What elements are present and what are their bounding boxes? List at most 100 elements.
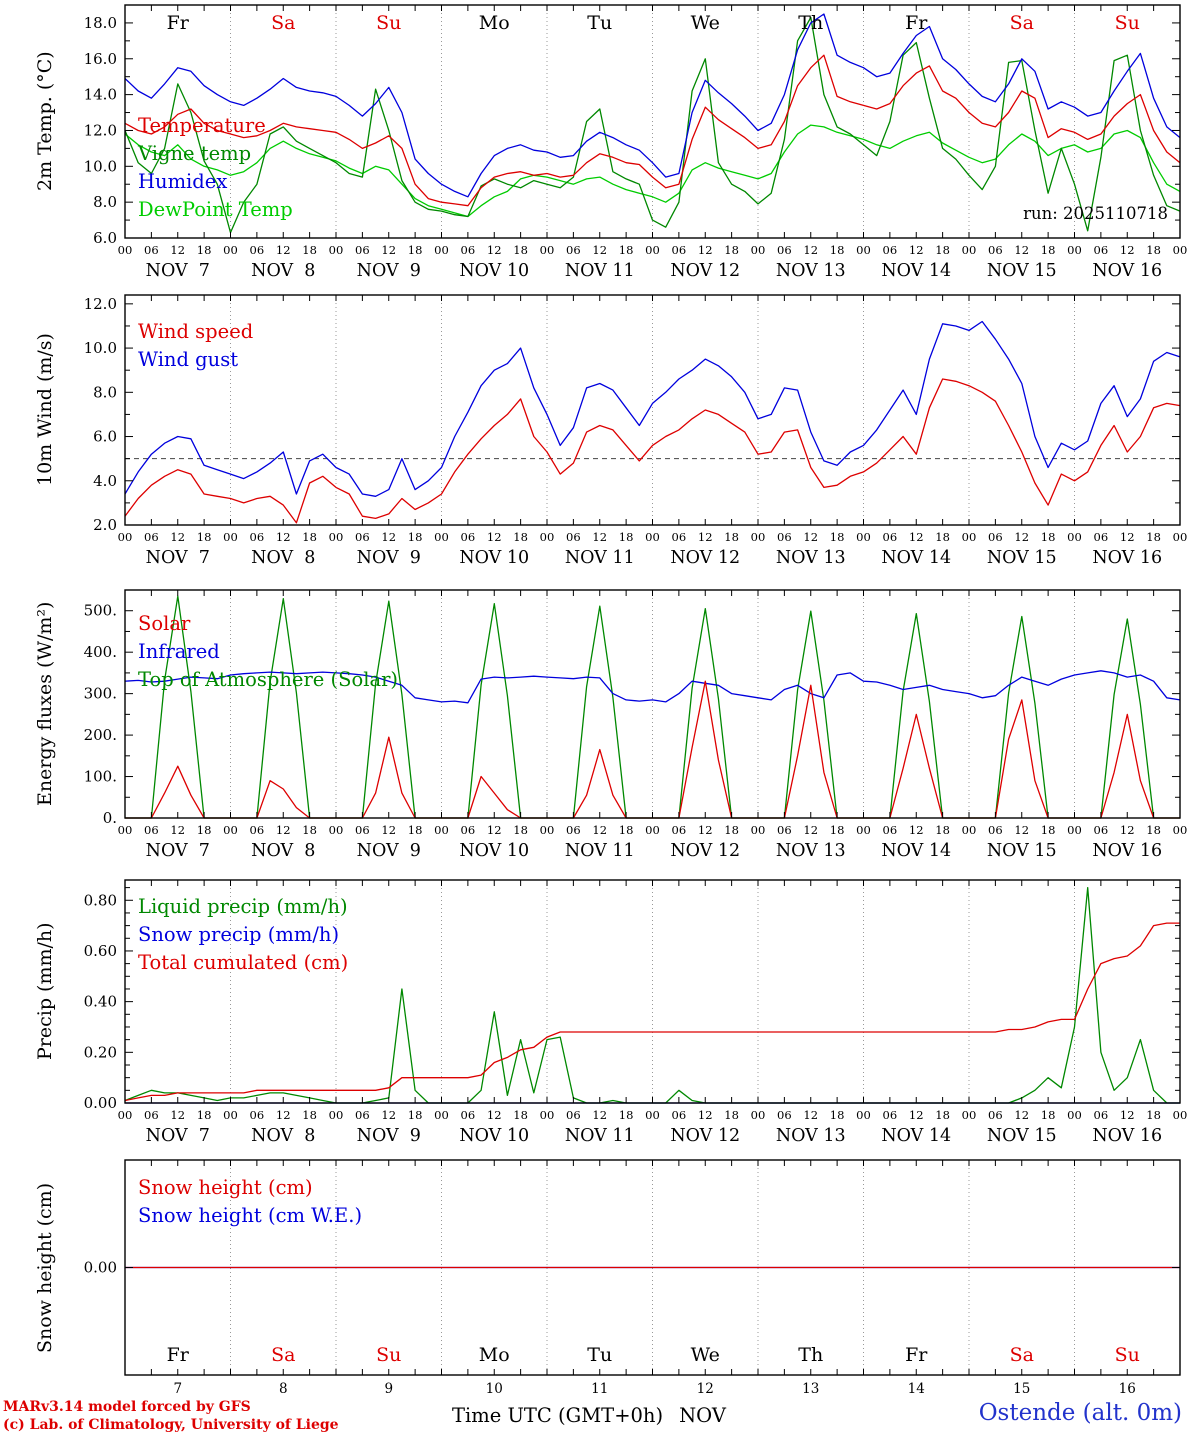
date-label: NOV 15 — [987, 841, 1057, 861]
hour-tick-label: 00 — [856, 530, 871, 544]
date-label: NOV 10 — [459, 841, 529, 861]
hour-tick-label: 00 — [1067, 823, 1082, 837]
hour-tick-label: 06 — [461, 1108, 476, 1122]
hour-tick-label: 18 — [1041, 530, 1056, 544]
day-number-label: 15 — [1013, 1381, 1030, 1397]
y-tick-label: 6.0 — [93, 428, 117, 446]
y-tick-label: 14.0 — [84, 86, 117, 104]
legend-item: Total cumulated (cm) — [138, 951, 349, 974]
hour-tick-label: 18 — [513, 243, 528, 257]
hour-tick-label: 12 — [909, 823, 924, 837]
hour-tick-label: 00 — [434, 1108, 449, 1122]
x-axis-title: Time UTC (GMT+0h) NOV — [452, 1404, 726, 1427]
hour-tick-label: 06 — [144, 823, 159, 837]
series-vigne-temp — [124, 16, 1181, 234]
hour-tick-label: 12 — [276, 243, 291, 257]
y-axis-title-wind: 10m Wind (m/s) — [34, 333, 56, 487]
hour-tick-label: 18 — [724, 243, 739, 257]
hour-tick-label: 18 — [619, 1108, 634, 1122]
y-tick-label: 6.0 — [93, 229, 117, 247]
series-dewpoint-temp — [124, 124, 1181, 218]
hour-tick-label: 12 — [1120, 1108, 1135, 1122]
hour-tick-label: 00 — [329, 1108, 344, 1122]
hour-tick-label: 12 — [381, 823, 396, 837]
series-infrared — [124, 670, 1181, 704]
hour-tick-label: 12 — [803, 530, 818, 544]
hour-tick-label: 06 — [250, 243, 265, 257]
day-number-label: 13 — [802, 1381, 819, 1397]
hour-tick-label: 12 — [909, 1108, 924, 1122]
hour-tick-label: 06 — [1094, 243, 1109, 257]
hour-tick-label: 00 — [962, 1108, 977, 1122]
hour-tick-label: 06 — [250, 823, 265, 837]
hour-tick-label: 18 — [1041, 243, 1056, 257]
hour-tick-label: 12 — [592, 530, 607, 544]
series-wind-speed — [124, 378, 1181, 524]
date-label: NOV 10 — [459, 1126, 529, 1146]
y-tick-label: 10.0 — [84, 157, 117, 175]
y-tick-label: 4.0 — [93, 472, 117, 490]
day-name-top: Mo — [479, 12, 510, 34]
hour-tick-label: 00 — [540, 823, 555, 837]
day-name-bottom: Fr — [905, 1344, 928, 1366]
hour-tick-label: 18 — [1146, 530, 1161, 544]
hour-tick-label: 00 — [434, 243, 449, 257]
hour-tick-label: 00 — [751, 243, 766, 257]
legend-item: Humidex — [138, 170, 228, 193]
hour-tick-label: 18 — [197, 1108, 212, 1122]
run-label: run: 2025110718 — [1023, 204, 1168, 223]
day-name-bottom: Th — [798, 1344, 823, 1366]
hour-tick-label: 06 — [777, 243, 792, 257]
day-number-label: 9 — [384, 1381, 393, 1397]
hour-tick-label: 00 — [329, 823, 344, 837]
series-wind-gust — [124, 320, 1181, 497]
hour-tick-label: 06 — [355, 1108, 370, 1122]
day-number-label: 14 — [908, 1381, 925, 1397]
legend-item: Vigne temp — [138, 142, 252, 165]
day-number-label: 7 — [173, 1381, 182, 1397]
date-label: NOV 9 — [357, 261, 421, 281]
hour-tick-label: 00 — [1067, 1108, 1082, 1122]
day-name-top: Tu — [587, 12, 612, 34]
hour-tick-label: 00 — [118, 530, 133, 544]
hour-tick-label: 18 — [197, 530, 212, 544]
legend-item: DewPoint Temp — [138, 198, 293, 221]
y-axis-title-precip: Precip (mm/h) — [34, 922, 56, 1061]
hour-tick-label: 00 — [645, 243, 660, 257]
day-name-bottom: We — [691, 1344, 720, 1366]
hour-tick-label: 00 — [540, 1108, 555, 1122]
date-label: NOV 13 — [776, 1126, 846, 1146]
hour-tick-label: 18 — [197, 243, 212, 257]
hour-tick-label: 06 — [988, 823, 1003, 837]
time-utc-label: Time UTC (GMT+0h) — [452, 1404, 664, 1427]
hour-tick-label: 12 — [381, 243, 396, 257]
panel-energy: 0. 100. 200. 300. 400. 500. 00 06 12 18 00 06 12 18 00… — [84, 589, 1187, 861]
hour-tick-label: 18 — [513, 1108, 528, 1122]
hour-tick-label: 00 — [1067, 243, 1082, 257]
hour-tick-label: 06 — [250, 1108, 265, 1122]
hour-tick-label: 06 — [672, 530, 687, 544]
legend-item: Infrared — [138, 640, 220, 663]
series-total-cumulated — [124, 922, 1180, 1102]
hour-tick-label: 06 — [461, 823, 476, 837]
hour-tick-label: 00 — [645, 530, 660, 544]
hour-tick-label: 12 — [1014, 530, 1029, 544]
day-name-top: Fr — [905, 12, 928, 34]
date-label: NOV 16 — [1092, 1126, 1162, 1146]
day-number-label: 11 — [591, 1381, 608, 1397]
hour-tick-label: 12 — [1014, 1108, 1029, 1122]
date-label: NOV 8 — [251, 841, 315, 861]
hour-tick-label: 18 — [408, 1108, 423, 1122]
day-number-label: 8 — [279, 1381, 288, 1397]
hour-tick-label: 12 — [592, 1108, 607, 1122]
hour-tick-label: 18 — [1041, 1108, 1056, 1122]
panel-wind: 2.0 4.0 6.0 8.0 10.0 12.0 00 06 12 18 00 06 12 18 00 06… — [84, 294, 1187, 568]
hour-tick-label: 00 — [434, 530, 449, 544]
date-label: NOV 9 — [357, 548, 421, 568]
hour-tick-label: 18 — [408, 530, 423, 544]
hour-tick-label: 12 — [1120, 243, 1135, 257]
legend-item: Temperature — [138, 114, 266, 137]
y-axis-title-temp: 2m Temp. (°C) — [34, 51, 56, 192]
panel-temp: 6.0 8.0 10.0 12.0 14.0 16.0 18.0 00 06 12 18 00 06 12… — [84, 4, 1187, 281]
day-number-label: 12 — [697, 1381, 714, 1397]
